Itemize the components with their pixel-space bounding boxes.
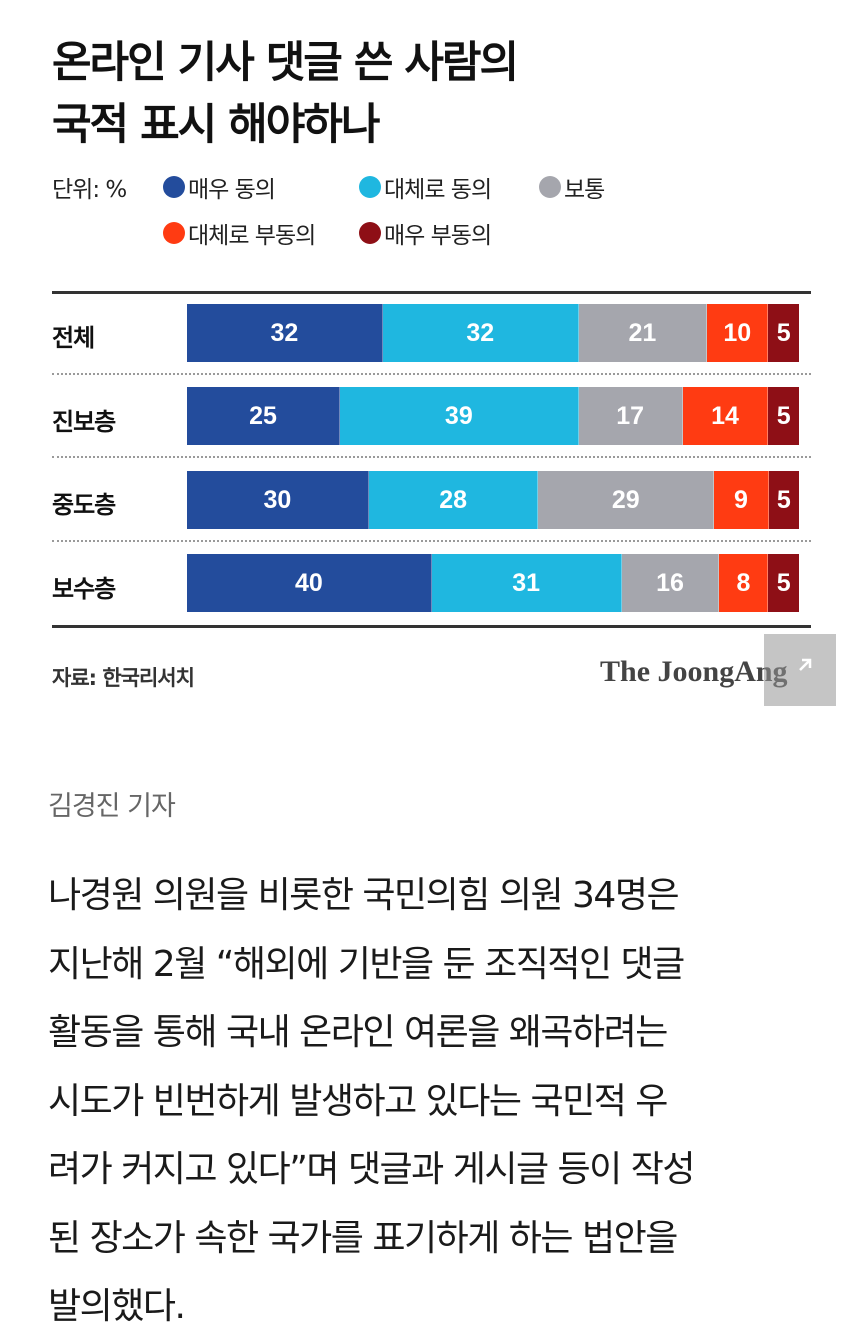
legend-label: 매우 동의 [188, 177, 276, 203]
legend-label: 보통 [564, 177, 605, 203]
legend-label: 매우 부동의 [384, 223, 492, 249]
bar-value-label: 8 [736, 568, 751, 597]
unit-label: 단위: % [52, 177, 127, 203]
article-line: 시도가 빈번하게 발생하고 있다는 국민적 우 [48, 1080, 668, 1122]
source-note: 자료: 한국리서치 [52, 666, 195, 690]
bar-segment-very-disagree: 5 [768, 304, 799, 362]
stacked-bar-row-progressive: 25 39 17 14 5 [187, 387, 799, 445]
bar-segment-very-agree: 40 [187, 554, 432, 612]
legend-label: 대체로 부동의 [188, 223, 316, 249]
row-divider [52, 373, 811, 375]
legend-item-neutral: 보통 [539, 170, 605, 204]
bar-segment-very-disagree: 5 [768, 471, 799, 529]
bar-segment-very-disagree: 5 [768, 554, 799, 612]
bar-segment-neutral: 16 [621, 554, 720, 612]
legend-item-mostly-agree: 대체로 동의 [359, 170, 492, 204]
stacked-bar-row-moderate: 30 28 29 9 5 [187, 471, 799, 529]
bar-value-label: 32 [466, 318, 495, 347]
reporter-byline: 김경진 기자 [48, 791, 176, 822]
bar-segment-neutral: 29 [538, 471, 715, 529]
bar-segment-very-agree: 25 [187, 387, 340, 445]
bar-value-label: 9 [733, 485, 748, 514]
chart-title-line: 국적 표시 해야하나 [52, 100, 380, 150]
legend-item-very-disagree: 매우 부동의 [359, 216, 492, 250]
bar-segment-mostly-agree: 39 [340, 387, 579, 445]
bar-segment-very-disagree: 5 [768, 387, 799, 445]
bar-segment-mostly-agree: 28 [368, 471, 539, 529]
stacked-bar-row-conservative: 40 31 16 8 5 [187, 554, 799, 612]
bar-segment-mostly-disagree: 9 [714, 471, 769, 529]
bar-value-label: 17 [616, 401, 645, 430]
bar-value-label: 28 [439, 485, 468, 514]
stacked-bar-row-total: 32 32 21 10 5 [187, 304, 799, 362]
expand-button[interactable] [764, 634, 836, 706]
legend-dot [359, 222, 381, 244]
legend-dot [539, 176, 561, 198]
bar-segment-very-agree: 32 [187, 304, 383, 362]
category-label: 중도층 [52, 491, 116, 519]
row-divider [52, 540, 811, 542]
chart-title: 온라인 기사 댓글 쓴 사람의 국적 표시 해야하나 [52, 32, 812, 156]
bar-value-label: 32 [270, 318, 299, 347]
article-line: 나경원 의원을 비롯한 국민의힘 의원 34명은 [48, 875, 680, 916]
bar-segment-mostly-agree: 32 [382, 304, 579, 362]
legend-item-mostly-disagree: 대체로 부동의 [163, 216, 316, 250]
bar-value-label: 10 [723, 318, 752, 347]
bar-value-label: 25 [249, 401, 277, 430]
bar-value-label: 29 [611, 485, 640, 514]
bar-segment-mostly-disagree: 8 [719, 554, 769, 612]
bar-value-label: 30 [263, 485, 292, 514]
bar-value-label: 5 [776, 568, 791, 597]
bar-value-label: 39 [444, 401, 473, 430]
bar-value-label: 21 [628, 318, 657, 347]
legend-dot [163, 176, 185, 198]
article-line: 발의했다. [48, 1286, 186, 1327]
chart-title-line: 온라인 기사 댓글 쓴 사람의 [52, 38, 519, 88]
article-line: 된 장소가 속한 국가를 표기하게 하는 법안을 [48, 1217, 678, 1259]
article-line: 지난해 2월 “해외에 기반을 둔 조직적인 댓글 [48, 943, 685, 985]
category-label: 전체 [52, 324, 95, 352]
bar-value-label: 31 [512, 568, 541, 597]
legend-item-very-agree: 매우 동의 [163, 170, 276, 204]
bar-segment-mostly-disagree: 10 [707, 304, 769, 362]
article-line: 려가 커지고 있다”며 댓글과 게시글 등이 작성 [48, 1149, 695, 1190]
chart-bottom-rule [52, 625, 811, 628]
bar-value-label: 5 [776, 485, 791, 514]
article-line: 활동을 통해 국내 온라인 여론을 왜곡하려는 [48, 1012, 668, 1053]
category-label: 진보층 [52, 408, 116, 436]
bar-value-label: 16 [656, 568, 684, 597]
bar-segment-neutral: 17 [578, 387, 683, 445]
legend-dot [163, 222, 185, 244]
bar-segment-very-agree: 30 [187, 471, 369, 529]
article-body: 나경원 의원을 비롯한 국민의힘 의원 34명은 지난해 2월 “해외에 기반을… [48, 862, 808, 1342]
bar-segment-mostly-agree: 31 [431, 554, 622, 612]
legend-dot [359, 176, 381, 198]
bar-value-label: 40 [294, 568, 323, 597]
legend-label: 대체로 동의 [384, 177, 492, 203]
category-label: 보수층 [52, 575, 116, 603]
bar-value-label: 5 [776, 401, 791, 430]
bar-segment-mostly-disagree: 14 [682, 387, 769, 445]
row-divider [52, 456, 811, 458]
bar-value-label: 14 [711, 401, 739, 430]
brand-logo: The JoongAng [600, 655, 788, 688]
expand-icon [799, 658, 812, 671]
bar-segment-neutral: 21 [578, 304, 708, 362]
chart-top-rule [52, 291, 811, 294]
bar-value-label: 5 [776, 318, 791, 347]
